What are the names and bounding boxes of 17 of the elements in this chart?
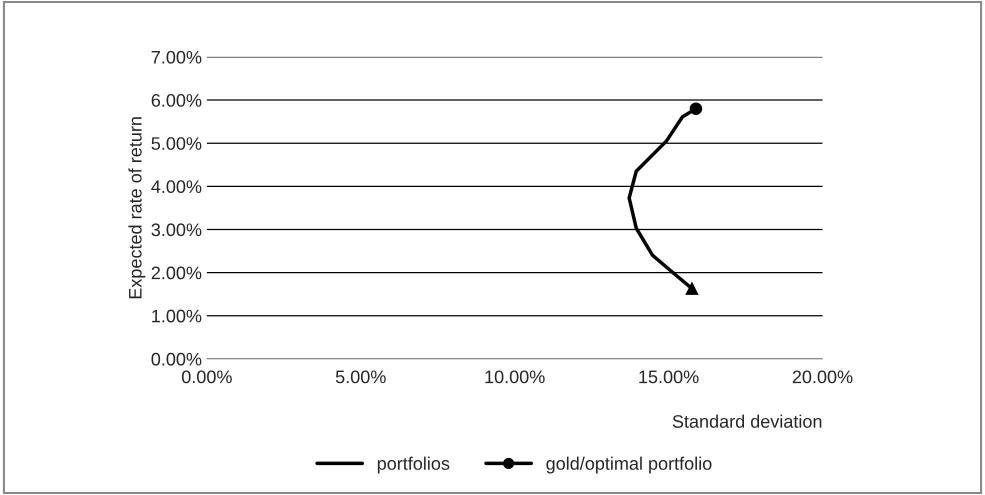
legend-label: portfolios [378, 456, 450, 474]
y-tick-label: 2.00% [152, 266, 202, 280]
x-axis-title: Standard deviation [672, 414, 822, 428]
x-tick-label: 10.00% [485, 370, 545, 384]
y-tick-label: 4.00% [151, 180, 202, 194]
y-tick-label: 7.00% [152, 50, 202, 64]
legend-label: gold/optimal portfolio [546, 456, 712, 474]
y-tick-label: 0.00% [152, 352, 202, 366]
x-tick-label: 0.00% [182, 370, 232, 384]
y-tick-label: 5.00% [152, 137, 202, 150]
x-tick-label: 5.00% [336, 370, 386, 384]
y-tick-label: 3.00% [151, 223, 202, 236]
x-tick-label: 15.00% [639, 370, 699, 384]
y-tick-label: 1.00% [152, 310, 202, 322]
x-tick-label: 20.00% [792, 370, 852, 384]
y-axis-title: Expected rate of return [128, 117, 146, 298]
y-tick-label: 6.00% [152, 94, 202, 107]
